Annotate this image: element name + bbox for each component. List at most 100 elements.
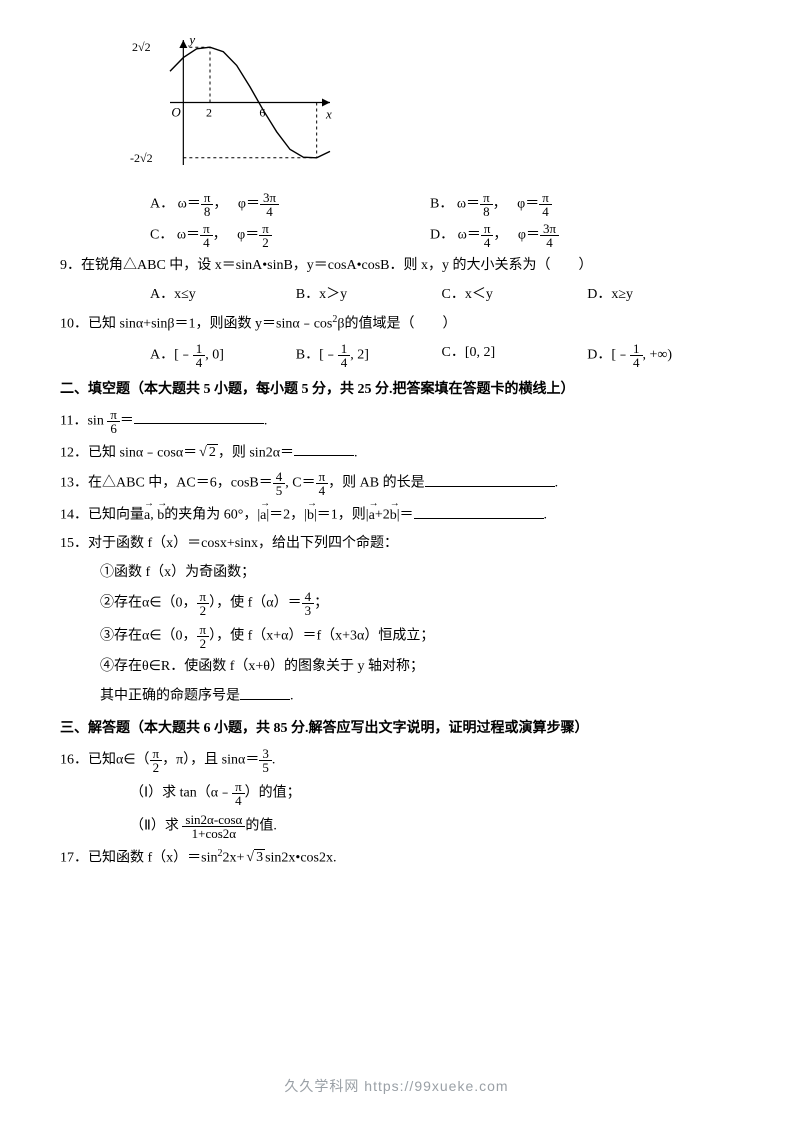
end: . bbox=[354, 445, 358, 460]
frac: 45 bbox=[273, 470, 286, 497]
num: 3π bbox=[260, 191, 279, 205]
q10-options: A．[﹣14, 0] B．[﹣14, 2] C．[0, 2] D．[﹣14, +… bbox=[150, 342, 733, 369]
num: π bbox=[232, 780, 245, 794]
pre: 13．在△ABC 中，AC＝6，cosB＝ bbox=[60, 476, 273, 491]
frac: π4 bbox=[316, 470, 329, 497]
frac: π4 bbox=[481, 222, 494, 249]
den: 4 bbox=[630, 356, 643, 369]
vec-b2: b bbox=[307, 505, 314, 527]
q8-opt-d: D． ω＝π4， φ＝3π4 bbox=[430, 222, 710, 249]
q8-opt-b: B． ω＝π8， φ＝π4 bbox=[430, 191, 710, 218]
q9-b: B．x＞y bbox=[296, 284, 442, 306]
den: 8 bbox=[480, 205, 493, 218]
frac: π2 bbox=[150, 747, 163, 774]
num: 1 bbox=[338, 342, 351, 356]
num: π bbox=[481, 222, 494, 236]
q9-options: A．x≤y B．x＞y C．x＜y D．x≥y bbox=[150, 284, 733, 306]
q16-p1: （Ⅰ）求 tan（α﹣π4）的值； bbox=[130, 780, 733, 807]
pre: （Ⅰ）求 tan（α﹣ bbox=[130, 785, 232, 800]
num: π bbox=[197, 590, 210, 604]
section2-title: 二、填空题（本大题共 5 小题，每小题 5 分，共 25 分.把答案填在答题卡的… bbox=[60, 379, 733, 401]
phi-pre: φ＝ bbox=[518, 228, 540, 243]
sep: ， bbox=[493, 228, 507, 243]
q9-stem: 9．在锐角△ABC 中，设 x＝sinA•sinB，y＝cosA•cosB．则 … bbox=[60, 255, 733, 277]
num: 1 bbox=[630, 342, 643, 356]
vec-b: b bbox=[157, 505, 164, 527]
q17-stem: 17．已知函数 f（x）＝sin22x+3sin2x•cos2x. bbox=[60, 846, 733, 870]
opt-letter: D． bbox=[430, 228, 454, 243]
sep: ， bbox=[493, 197, 507, 212]
den: 4 bbox=[260, 205, 279, 218]
den: 6 bbox=[107, 422, 120, 435]
sep: ， bbox=[213, 197, 227, 212]
end: . bbox=[544, 508, 548, 523]
b2post: |＝1，则 bbox=[314, 508, 366, 523]
frac: 3π4 bbox=[260, 191, 279, 218]
sqrt: 3 bbox=[244, 847, 265, 869]
q15-p1: ①函数 f（x）为奇函数； bbox=[100, 562, 733, 584]
q8-options-row-1: A． ω＝π8， φ＝3π4 B． ω＝π8， φ＝π4 bbox=[150, 191, 733, 218]
q10-c: C．[0, 2] bbox=[442, 342, 588, 369]
sin: sin bbox=[87, 413, 103, 428]
mid2: ，则 AB 的长是 bbox=[328, 476, 424, 491]
sqrt: 2 bbox=[197, 442, 218, 464]
q10-post: β的值域是（ ） bbox=[337, 317, 456, 332]
q14: 14．已知向量a, b的夹角为 60°，|a|＝2，|b|＝1，则|a+2b|＝… bbox=[60, 503, 733, 527]
q10-a: A．[﹣14, 0] bbox=[150, 342, 296, 369]
post: , 0] bbox=[205, 348, 224, 363]
q11: 11．sin π6＝. bbox=[60, 408, 733, 435]
frac: π4 bbox=[232, 780, 245, 807]
num: π bbox=[107, 408, 120, 422]
frac: π4 bbox=[539, 191, 552, 218]
blank bbox=[425, 472, 555, 487]
q16-p2: （Ⅱ）求 sin2α-cosα1+cos2α的值. bbox=[130, 813, 733, 840]
phi-pre: φ＝ bbox=[237, 228, 259, 243]
blank bbox=[134, 409, 264, 424]
frac: π2 bbox=[197, 590, 210, 617]
pre: B．[﹣ bbox=[296, 348, 338, 363]
mid: 2x+ bbox=[223, 850, 245, 865]
opt-letter: A． bbox=[150, 197, 174, 212]
pre: 其中正确的命题序号是 bbox=[100, 689, 240, 704]
pre: ③存在α∈（0， bbox=[100, 629, 197, 644]
frac: 14 bbox=[193, 342, 206, 369]
omega-pre: ω＝ bbox=[458, 228, 481, 243]
end: . bbox=[264, 413, 268, 428]
mid: ，π），且 sinα＝ bbox=[162, 752, 259, 767]
num: sin2α-cosα bbox=[182, 813, 245, 827]
q15-stem: 15．对于函数 f（x）＝cosx+sinx，给出下列四个命题： bbox=[60, 533, 733, 555]
den: 3 bbox=[302, 604, 315, 617]
end: ； bbox=[314, 596, 328, 611]
opt-letter: C． bbox=[150, 228, 173, 243]
svg-text:y: y bbox=[187, 32, 195, 47]
q12: 12．已知 sinα﹣cosα＝2，则 sin2α＝. bbox=[60, 441, 733, 465]
q8-options-row-2: C． ω＝π4， φ＝π2 D． ω＝π4， φ＝3π4 bbox=[150, 222, 733, 249]
q10-stem: 10．已知 sinα+sinβ＝1，则函数 y＝sinα﹣cos2β的值域是（ … bbox=[60, 312, 733, 336]
omega-pre: ω＝ bbox=[178, 197, 201, 212]
den: 4 bbox=[338, 356, 351, 369]
num: 3 bbox=[259, 747, 272, 761]
den: 4 bbox=[481, 236, 494, 249]
mid2: 的夹角为 60°， bbox=[164, 508, 257, 523]
mid: ），使 f（α）＝ bbox=[209, 596, 302, 611]
den: 5 bbox=[273, 484, 286, 497]
frac: π6 bbox=[107, 408, 120, 435]
q9-d: D．x≥y bbox=[587, 284, 733, 306]
num: 4 bbox=[302, 590, 315, 604]
vec-b3: b bbox=[390, 505, 397, 527]
blank bbox=[294, 441, 354, 456]
eq: ＝ bbox=[120, 413, 134, 428]
phi-pre: φ＝ bbox=[517, 197, 539, 212]
pre: 12．已知 sinα﹣cosα＝ bbox=[60, 445, 197, 460]
svg-text:O: O bbox=[171, 105, 181, 120]
num: π bbox=[150, 747, 163, 761]
pre: 17．已知函数 f（x）＝sin bbox=[60, 850, 218, 865]
q15-p3: ③存在α∈（0，π2），使 f（x+α）＝f（x+3α）恒成立； bbox=[100, 623, 733, 650]
sine-svg: yxO262√2-2√2 bbox=[130, 30, 340, 175]
num: π bbox=[201, 191, 214, 205]
num: π bbox=[259, 222, 272, 236]
pre: A．[﹣ bbox=[150, 348, 193, 363]
end: 的值. bbox=[245, 818, 277, 833]
vec-a3: a bbox=[369, 505, 375, 527]
frac: sin2α-cosα1+cos2α bbox=[182, 813, 245, 840]
